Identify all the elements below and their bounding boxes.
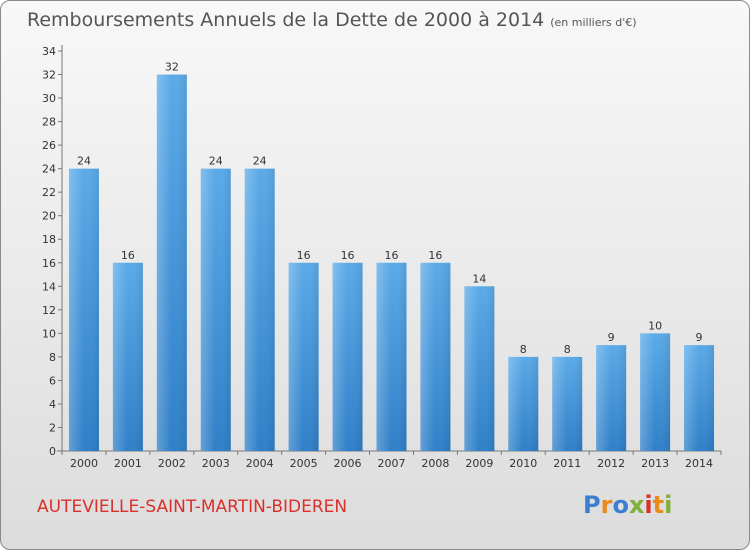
proxiti-logo: Proxiti: [583, 491, 672, 519]
bar-value-label: 16: [121, 249, 135, 262]
y-tick-label: 6: [49, 374, 56, 387]
y-tick-label: 22: [42, 186, 56, 199]
y-tick-label: 0: [49, 445, 56, 458]
y-tick-label: 4: [49, 398, 56, 411]
bar-value-label: 9: [608, 331, 615, 344]
bar-value-label: 10: [648, 319, 662, 332]
commune-name: AUTEVIELLE-SAINT-MARTIN-BIDEREN: [37, 497, 348, 517]
logo-letter: o: [612, 491, 629, 519]
bar-highlight: [508, 356, 539, 451]
logo-letter: P: [583, 491, 601, 519]
y-tick-label: 10: [42, 327, 56, 340]
x-tick-label: 2002: [158, 457, 186, 470]
bar-value-label: 32: [165, 61, 179, 74]
bar-value-label: 8: [564, 343, 571, 356]
y-tick-label: 8: [49, 351, 56, 364]
y-tick-label: 24: [42, 163, 56, 176]
logo-letter: x: [628, 491, 645, 519]
bar-highlight: [464, 286, 495, 451]
bar-highlight: [640, 333, 671, 451]
bar-highlight: [420, 262, 451, 451]
x-tick-label: 2006: [334, 457, 362, 470]
y-tick-label: 14: [42, 280, 56, 293]
chart-subtitle: (en milliers d'€): [550, 16, 637, 29]
bar-highlight: [684, 345, 715, 451]
bar-value-label: 16: [341, 249, 355, 262]
bar-value-label: 24: [209, 155, 223, 168]
logo-letter: r: [600, 491, 613, 519]
y-tick-label: 30: [42, 92, 56, 105]
logo-letter: t: [652, 491, 665, 519]
bar-value-label: 16: [385, 249, 399, 262]
bar-value-label: 24: [253, 155, 267, 168]
logo-letter: i: [644, 491, 653, 519]
bar-value-label: 14: [472, 272, 486, 285]
x-tick-label: 2003: [202, 457, 230, 470]
bar-highlight: [244, 168, 275, 451]
x-tick-label: 2011: [553, 457, 581, 470]
logo-letter: i: [664, 491, 673, 519]
bar-highlight: [68, 168, 99, 451]
y-tick-label: 32: [42, 69, 56, 82]
y-tick-label: 28: [42, 116, 56, 129]
y-tick-label: 16: [42, 257, 56, 270]
bar-value-label: 9: [696, 331, 703, 344]
x-tick-label: 2005: [290, 457, 318, 470]
x-tick-label: 2009: [465, 457, 493, 470]
bar-highlight: [156, 74, 187, 451]
x-tick-label: 2008: [421, 457, 449, 470]
x-tick-label: 2004: [246, 457, 274, 470]
x-tick-label: 2014: [685, 457, 713, 470]
chart-title-text: Remboursements Annuels de la Dette de 20…: [27, 9, 545, 31]
bar-highlight: [288, 262, 319, 451]
y-tick-label: 26: [42, 139, 56, 152]
bar-value-label: 16: [297, 249, 311, 262]
x-tick-label: 2000: [70, 457, 98, 470]
x-tick-label: 2013: [641, 457, 669, 470]
x-tick-label: 2012: [597, 457, 625, 470]
bar-highlight: [376, 262, 407, 451]
y-tick-label: 18: [42, 233, 56, 246]
x-tick-label: 2007: [378, 457, 406, 470]
bar-highlight: [332, 262, 363, 451]
bar-value-label: 16: [428, 249, 442, 262]
bar-highlight: [112, 262, 143, 451]
x-tick-label: 2010: [509, 457, 537, 470]
x-tick-label: 2001: [114, 457, 142, 470]
bar-value-label: 24: [77, 155, 91, 168]
bar-highlight: [596, 345, 627, 451]
y-tick-label: 12: [42, 304, 56, 317]
y-tick-label: 34: [42, 45, 56, 58]
y-tick-label: 2: [49, 421, 56, 434]
bar-value-label: 8: [520, 343, 527, 356]
y-tick-label: 20: [42, 210, 56, 223]
chart-title: Remboursements Annuels de la Dette de 20…: [27, 9, 637, 31]
bar-highlight: [552, 356, 583, 451]
bar-highlight: [200, 168, 231, 451]
